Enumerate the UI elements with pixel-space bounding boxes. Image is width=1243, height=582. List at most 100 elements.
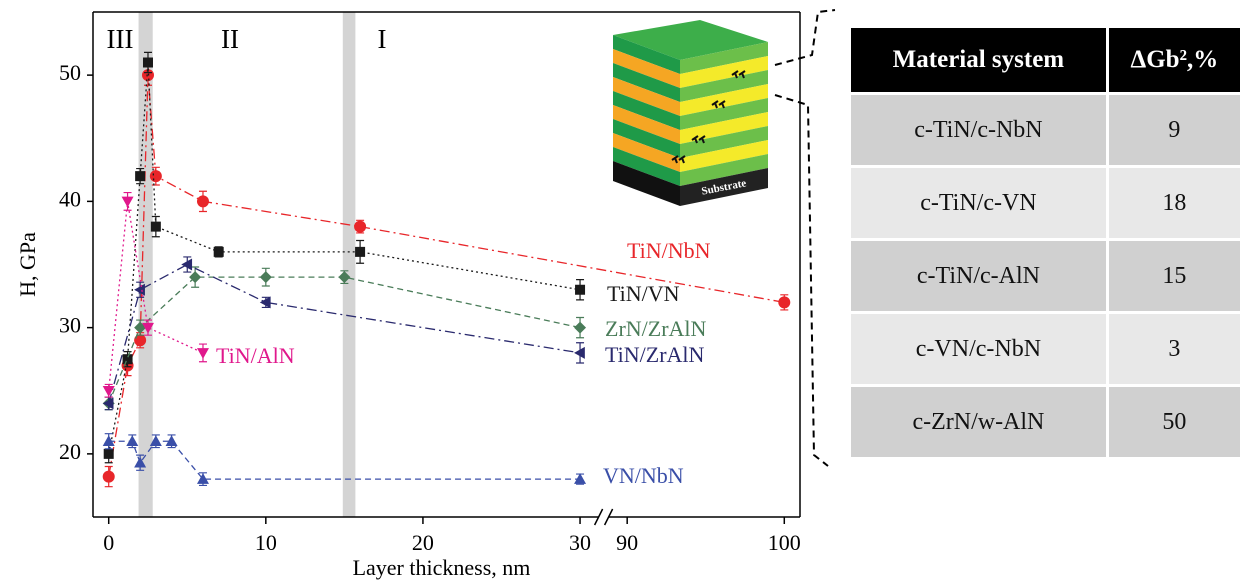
x-tick-label: 10 [255, 530, 277, 555]
layer-left [613, 91, 680, 130]
region-label: II [221, 24, 239, 54]
marker [259, 296, 271, 309]
layer-right [680, 154, 768, 186]
x-tick-label: 20 [412, 530, 434, 555]
table-row: c-VN/c-NbN 3 [848, 311, 1243, 387]
layer-right [680, 56, 768, 88]
y-tick-label: 30 [59, 313, 81, 338]
marker [196, 348, 209, 359]
marker [575, 284, 586, 295]
region-boundary [138, 12, 153, 517]
substrate-left [613, 161, 680, 206]
series-line [108, 263, 581, 404]
substrate-right [680, 168, 768, 206]
marker [574, 321, 587, 334]
marker [181, 258, 193, 271]
series-label: ZrN/ZrAlN [605, 316, 707, 341]
marker [102, 435, 115, 447]
marker [141, 322, 154, 334]
dislocation [701, 137, 705, 144]
layer-right [680, 70, 768, 102]
dislocation [721, 102, 725, 109]
layer-left [613, 133, 680, 172]
dislocation [741, 72, 745, 79]
marker [778, 296, 791, 309]
marker [259, 271, 272, 284]
marker [134, 456, 147, 468]
table-cell: c-TiN/c-NbN [848, 92, 1109, 168]
layer-left [613, 35, 680, 74]
marker [149, 170, 162, 183]
dislocation [694, 137, 698, 144]
table-cell: c-ZrN/w-AlN [848, 384, 1109, 460]
marker [121, 196, 134, 208]
marker [122, 354, 133, 365]
marker [134, 283, 145, 296]
table-row: c-TiN/c-AlN 15 [848, 238, 1243, 314]
layer-right [680, 140, 768, 172]
connector [774, 94, 829, 467]
layer-left [613, 119, 680, 158]
table-row: c-ZrN/w-AlN 50 [848, 384, 1243, 460]
layer-left [613, 63, 680, 102]
marker [354, 220, 367, 233]
region-label: III [107, 24, 134, 54]
marker [196, 195, 209, 208]
layer-left [613, 49, 680, 88]
axis-break [603, 508, 614, 526]
y-tick-label: 50 [59, 60, 81, 85]
layer-left [613, 105, 680, 144]
dislocation [681, 157, 685, 164]
y-tick-label: 20 [59, 439, 81, 464]
x-tick-label: 100 [768, 530, 801, 555]
table-cell: 15 [1105, 238, 1243, 314]
marker [102, 385, 115, 397]
layer-right [680, 98, 768, 130]
header-cell: Material system [848, 25, 1109, 95]
series-label: TiN/VN [607, 281, 680, 306]
dislocation [734, 72, 738, 79]
layer-left [613, 147, 680, 186]
table-cell: 9 [1105, 92, 1243, 168]
table-cell: c-TiN/c-AlN [848, 238, 1109, 314]
x-tick-label: 0 [103, 530, 114, 555]
y-tick-label: 40 [59, 186, 81, 211]
region-boundary [342, 12, 356, 517]
marker [126, 435, 139, 447]
marker [150, 221, 161, 232]
marker [338, 271, 351, 284]
y-axis-label: H, GPa [15, 232, 40, 297]
layer-right [680, 42, 768, 74]
marker [196, 473, 209, 484]
table-cell: c-TiN/c-VN [848, 165, 1109, 241]
x-tick-label: 90 [616, 530, 638, 555]
table-row: c-TiN/c-VN 18 [848, 165, 1243, 241]
axis-break [593, 508, 604, 526]
region-label: I [378, 24, 387, 54]
marker [135, 171, 146, 182]
x-axis-label: Layer thickness, nm [353, 555, 531, 580]
marker [149, 435, 162, 447]
marker [355, 246, 366, 257]
marker [142, 57, 153, 68]
series-label: VN/NbN [603, 463, 684, 488]
layer-left [613, 77, 680, 116]
x-tick-label: 30 [569, 530, 591, 555]
series-label: TiN/AlN [216, 343, 295, 368]
series-line [108, 201, 204, 391]
marker [213, 246, 224, 257]
table: Material system ΔGb²,% c-TiN/c-NbN 9 c-TiN… [848, 25, 1243, 460]
marker [189, 271, 202, 284]
connector [774, 9, 836, 66]
series-line [108, 62, 581, 455]
table-cell: 3 [1105, 311, 1243, 387]
layer-right [680, 112, 768, 144]
marker [165, 435, 178, 447]
dislocation [714, 102, 718, 109]
series-label: TiN/NbN [627, 238, 711, 263]
header-cell: ΔGb²,% [1105, 25, 1243, 95]
layer-top [613, 20, 768, 60]
marker [134, 334, 147, 347]
